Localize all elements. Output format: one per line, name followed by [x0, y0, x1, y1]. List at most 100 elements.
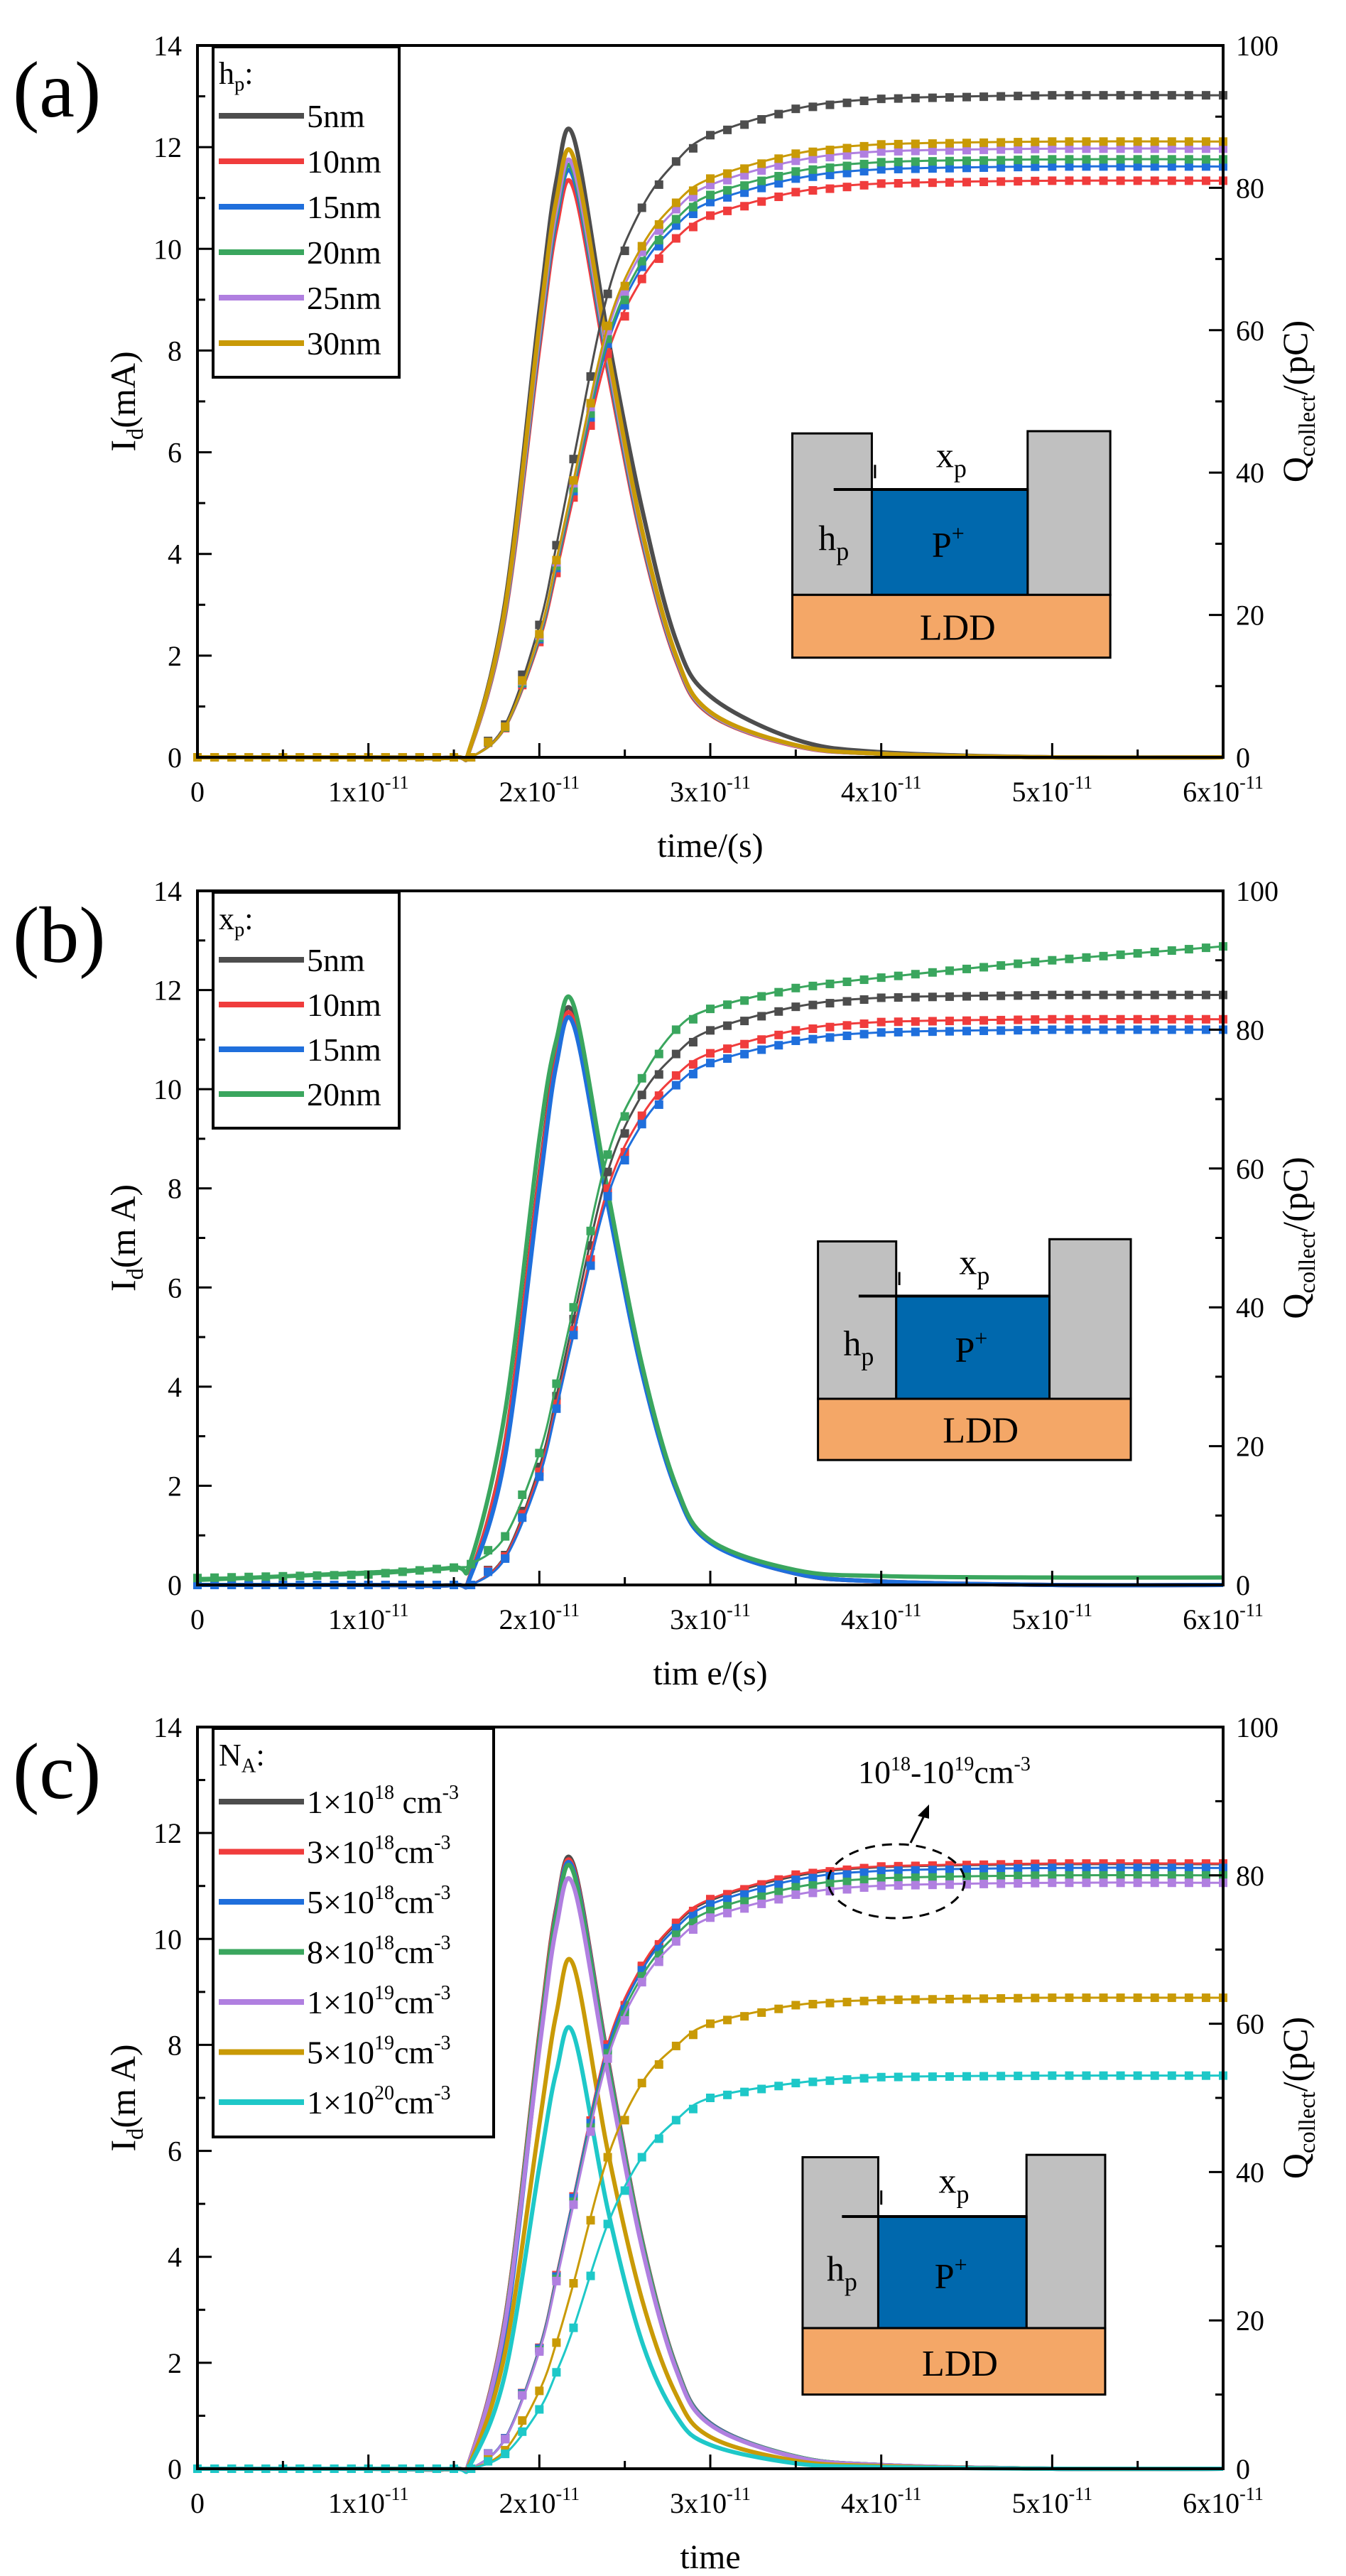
q-marker: [740, 181, 749, 190]
q-marker: [1116, 91, 1125, 100]
x-tick-base: 6x10: [1183, 776, 1239, 808]
q-marker: [757, 1012, 766, 1021]
q-marker: [911, 1873, 920, 1883]
q-marker: [1048, 1863, 1057, 1873]
q-marker: [654, 180, 663, 189]
q-marker: [859, 975, 869, 985]
id-curve-3: [197, 994, 1224, 1583]
q-marker: [501, 722, 510, 731]
y-right-title-base: Q: [1275, 457, 1315, 482]
y-left-tick-label: 8: [168, 2029, 182, 2061]
legend-label-unit-exponent: -3: [434, 1832, 450, 1854]
q-marker: [723, 1054, 732, 1064]
legend-label-exponent: 18: [374, 1882, 394, 1904]
q-marker: [620, 296, 629, 305]
legend-label-unit: cm: [394, 1934, 434, 1971]
q-marker: [1116, 176, 1125, 185]
q-marker: [586, 2216, 595, 2225]
q-marker: [757, 115, 766, 124]
q-marker: [1201, 943, 1210, 953]
q-marker: [962, 1027, 971, 1036]
q-marker: [415, 1566, 424, 1575]
q-marker: [706, 1900, 715, 1909]
q-marker: [928, 1017, 937, 1026]
q-marker: [1150, 1993, 1159, 2003]
q-marker: [1082, 137, 1091, 146]
q-marker: [1065, 1863, 1074, 1873]
q-marker: [1184, 162, 1193, 171]
q-marker: [791, 983, 800, 992]
q-marker: [911, 992, 920, 1002]
q-marker: [569, 2200, 578, 2209]
q-marker: [688, 2104, 698, 2114]
q-marker: [552, 1404, 561, 1413]
x-tick-exponent: -11: [727, 772, 751, 793]
y-right-title-subscript: collect: [1295, 395, 1320, 457]
x-tick-label: 4x10-11: [841, 1600, 922, 1635]
q-marker: [774, 1007, 783, 1016]
q-marker: [1167, 1025, 1176, 1034]
x-tick-base: 5x10: [1011, 776, 1068, 808]
q-marker: [740, 1017, 749, 1026]
q-marker: [620, 1112, 629, 1121]
x-tick-base: 1x10: [328, 1603, 385, 1635]
q-marker: [791, 1026, 800, 1035]
y-right-tick-label: 0: [1236, 742, 1250, 774]
y-right-axis-title: Qcollect/(pC): [1275, 320, 1320, 482]
y-right-tick-label: 40: [1236, 2156, 1264, 2188]
q-marker: [808, 165, 818, 174]
xp-subscript: p: [954, 454, 967, 482]
q-marker: [945, 1994, 954, 2003]
q-marker: [706, 1005, 715, 1014]
dashed-ellipse: [827, 1843, 966, 1920]
q-marker: [928, 992, 937, 1002]
legend-label-1: 10nm: [307, 987, 381, 1023]
q-marker: [757, 183, 766, 193]
q-marker: [1201, 1878, 1210, 1888]
q-marker: [791, 149, 800, 158]
legend-label-base: 3×10: [307, 1834, 374, 1871]
y-left-tick-label: 12: [153, 131, 182, 163]
legend-label-unit-exponent: -3: [434, 2082, 450, 2104]
x-tick-exponent: -11: [1068, 1600, 1092, 1620]
y-left-title-subscript: d: [123, 428, 148, 440]
p-plus-base: P: [955, 1330, 975, 1370]
x-tick-exponent: -11: [555, 2484, 580, 2504]
q-marker: [1099, 162, 1108, 171]
q-marker: [654, 1091, 663, 1100]
y-right-tick-label: 100: [1236, 1711, 1279, 1743]
p-plus-superscript: +: [955, 2251, 967, 2277]
q-marker: [552, 1379, 561, 1388]
q-marker: [791, 2079, 800, 2088]
q-marker: [945, 2072, 954, 2081]
q-marker: [740, 188, 749, 197]
q-marker: [962, 1865, 971, 1874]
q-marker: [962, 163, 971, 173]
q-marker: [859, 159, 869, 168]
q-marker: [1150, 947, 1159, 956]
x-tick-exponent: -11: [1068, 2484, 1092, 2504]
q-marker: [1116, 1878, 1125, 1888]
x-tick-label: 6x10-11: [1183, 2484, 1264, 2519]
q-marker: [1201, 137, 1210, 146]
q-marker: [1082, 1993, 1091, 2003]
q-marker: [1167, 144, 1176, 153]
q-marker: [842, 183, 852, 192]
q-marker: [894, 1027, 903, 1037]
q-marker: [620, 281, 629, 291]
q-marker: [894, 1873, 903, 1883]
q-marker: [1065, 990, 1074, 1000]
x-tick-label: 4x10-11: [841, 2484, 922, 2519]
y-left-title-subscript: d: [123, 1268, 148, 1279]
q-marker: [1167, 1993, 1176, 2003]
y-left-title-subscript: d: [123, 2128, 148, 2140]
annotation-exponent: 19: [954, 1753, 974, 1775]
q-marker: [757, 159, 766, 168]
q-marker: [432, 1564, 441, 1574]
q-marker: [723, 185, 732, 195]
q-marker: [911, 157, 920, 166]
y-right-axis-title: Qcollect/(pC): [1275, 2017, 1320, 2179]
legend-label-unit: cm: [394, 1834, 434, 1871]
q-marker: [997, 1026, 1006, 1035]
q-marker: [979, 1994, 989, 2003]
